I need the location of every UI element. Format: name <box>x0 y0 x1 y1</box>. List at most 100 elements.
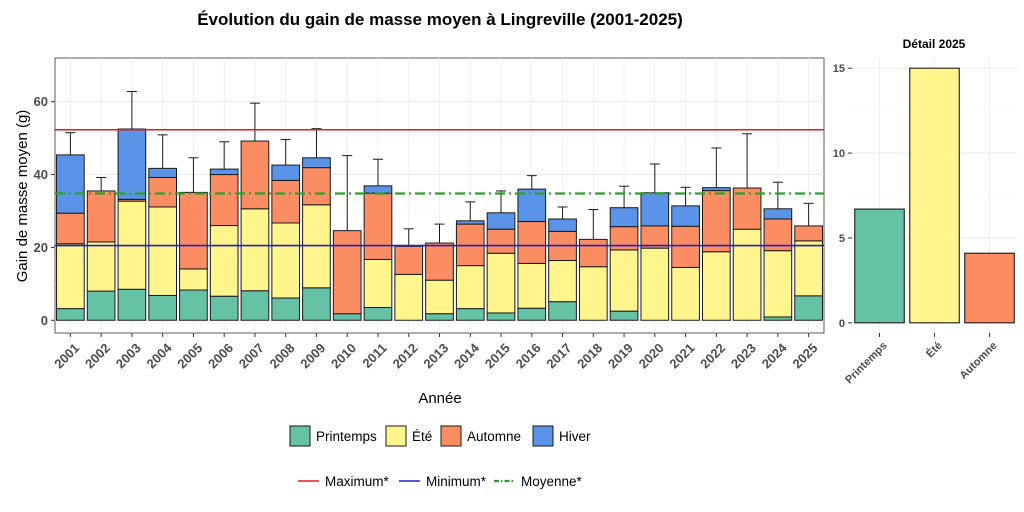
bar-printemps-2019 <box>609 310 639 321</box>
bar-automne-2005 <box>179 191 208 270</box>
bar-printemps-2006 <box>209 295 239 321</box>
x-tick-label-2004: 2004 <box>144 340 176 372</box>
detail-x-tick-label-automne: Automne <box>958 340 1000 382</box>
bar-printemps-2002 <box>86 290 116 321</box>
detail-y-tick-label: 10 <box>833 148 845 160</box>
bar-automne-2025 <box>794 225 823 242</box>
detail-chart-title: Détail 2025 <box>903 37 966 51</box>
bar-hiver-2024 <box>763 208 793 220</box>
bar-eté-2007 <box>240 208 270 292</box>
bar-automne-2008 <box>271 179 301 224</box>
bar-printemps-2013 <box>425 313 454 321</box>
bar-eté-2018 <box>578 266 608 321</box>
bar-eté-2016 <box>517 262 547 309</box>
x-tick-label-2015: 2015 <box>482 340 513 371</box>
x-tick-label-2002: 2002 <box>82 340 113 371</box>
x-tick-label-2003: 2003 <box>113 340 144 371</box>
detail-y-tick-label: 0 <box>839 318 845 330</box>
bar-automne-2007 <box>240 140 270 210</box>
bar-eté-2013 <box>425 279 454 315</box>
bar-printemps-2003 <box>117 288 147 321</box>
x-tick-label-2023: 2023 <box>728 340 759 371</box>
bar-eté-2025 <box>794 240 823 297</box>
bar-automne-2016 <box>517 221 547 264</box>
legend-line-label-moyenne: Moyenne* <box>521 474 583 489</box>
bar-eté-2014 <box>455 265 485 310</box>
x-tick-label-2019: 2019 <box>605 340 636 371</box>
detail-bar-printemps <box>854 208 905 324</box>
bar-hiver-2004 <box>148 167 178 178</box>
legend-line-label-maximum: Maximum* <box>325 474 390 489</box>
bar-automne-2018 <box>578 238 608 268</box>
bar-automne-2013 <box>425 242 454 281</box>
bar-eté-2015 <box>486 252 516 314</box>
bar-automne-2006 <box>209 174 239 227</box>
bar-automne-2015 <box>486 228 516 254</box>
legend-label-hiver: Hiver <box>559 429 591 444</box>
bar-automne-2009 <box>302 167 331 206</box>
reference-line-legend: Maximum* Minimum* Moyenne* <box>298 474 583 489</box>
x-tick-label-2014: 2014 <box>451 340 483 372</box>
x-tick-label-2007: 2007 <box>236 340 267 371</box>
bar-eté-2022 <box>701 251 731 321</box>
x-tick-label-2018: 2018 <box>574 340 605 371</box>
bar-printemps-2016 <box>517 307 547 321</box>
bar-hiver-2014 <box>455 220 485 225</box>
bar-eté-2012 <box>394 273 424 321</box>
bar-hiver-2019 <box>609 207 639 228</box>
detail-bar-eté <box>909 67 960 324</box>
x-tick-label-2006: 2006 <box>205 340 236 371</box>
y-axis-title: Gain de masse moyen (g) <box>14 110 31 283</box>
bar-eté-2023 <box>732 228 762 321</box>
y-tick-label: 40 <box>34 167 48 182</box>
bar-eté-2019 <box>609 249 639 312</box>
x-tick-label-2016: 2016 <box>513 340 544 371</box>
x-tick-label-2024: 2024 <box>759 340 791 372</box>
bar-eté-2021 <box>671 266 700 321</box>
legend-key-printemps <box>289 425 311 447</box>
x-tick-label-2009: 2009 <box>297 340 328 371</box>
bar-eté-2008 <box>271 222 301 299</box>
bar-printemps-2015 <box>486 312 516 321</box>
legend-label-eté: Été <box>412 429 432 444</box>
detail-y-tick-label: 15 <box>833 63 845 75</box>
detail-x-tick-label-eté: Été <box>923 339 944 360</box>
main-chart-title: Évolution du gain de masse moyen à Lingr… <box>197 10 683 29</box>
legend-key-automne <box>440 425 462 447</box>
bar-automne-2023 <box>732 187 762 230</box>
bar-printemps-2014 <box>455 308 485 321</box>
x-tick-label-2010: 2010 <box>328 340 359 371</box>
x-tick-label-2021: 2021 <box>666 340 697 371</box>
bar-automne-2021 <box>671 225 700 268</box>
bar-eté-2005 <box>179 268 208 291</box>
y-tick-label: 20 <box>34 240 48 255</box>
bar-hiver-2006 <box>209 168 239 176</box>
bar-eté-2002 <box>86 241 116 292</box>
bar-hiver-2015 <box>486 212 516 230</box>
bar-eté-2017 <box>548 260 577 303</box>
bar-hiver-2003 <box>117 128 147 200</box>
detail-bar-automne <box>964 252 1015 324</box>
x-tick-label-2020: 2020 <box>636 340 667 371</box>
bar-eté-2020 <box>640 247 670 321</box>
x-axis-title: Année <box>418 390 461 407</box>
bar-hiver-2008 <box>271 164 301 181</box>
legend-label-printemps: Printemps <box>316 429 377 444</box>
y-tick-label: 60 <box>34 94 48 109</box>
bar-automne-2004 <box>148 176 178 208</box>
y-tick-label: 0 <box>41 313 48 328</box>
bar-printemps-2004 <box>148 294 178 321</box>
bar-eté-2004 <box>148 206 178 296</box>
bar-hiver-2011 <box>363 185 393 194</box>
x-tick-label-2022: 2022 <box>697 340 728 371</box>
x-tick-label-2025: 2025 <box>789 340 820 371</box>
bar-printemps-2010 <box>332 313 362 321</box>
bar-printemps-2011 <box>363 307 393 321</box>
bar-hiver-2009 <box>302 157 331 169</box>
x-tick-label-2012: 2012 <box>390 340 421 371</box>
bar-eté-2024 <box>763 250 793 318</box>
bar-automne-2022 <box>701 190 731 253</box>
bar-automne-2019 <box>609 226 639 251</box>
x-tick-label-2005: 2005 <box>174 340 205 371</box>
